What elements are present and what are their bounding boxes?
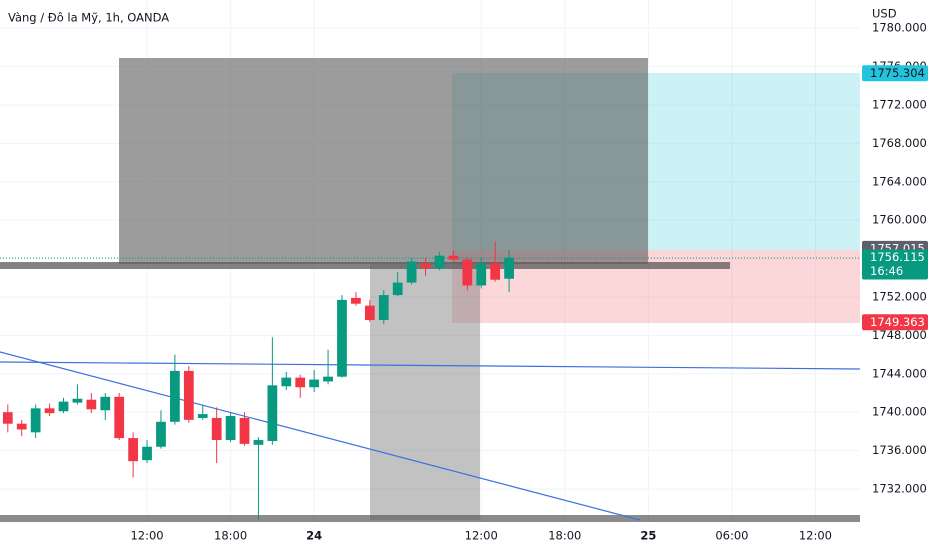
- x-tick-label: 12:00: [799, 529, 832, 543]
- y-tick-label: 1772.000: [872, 98, 927, 112]
- y-tick-label: 1764.000: [872, 174, 927, 188]
- candle-body: [86, 399, 97, 410]
- price-label-box: [862, 249, 928, 280]
- candle-body: [267, 385, 278, 441]
- x-tick-label: 18:00: [214, 529, 247, 543]
- price-label: 1749.363: [870, 315, 925, 329]
- y-tick-label: 1744.000: [872, 366, 927, 380]
- candle-body: [295, 377, 306, 388]
- candle-body: [351, 297, 361, 304]
- candle-body: [156, 421, 166, 447]
- candle-body: [392, 282, 403, 296]
- candle-body: [281, 377, 292, 387]
- y-tick-label: 1768.000: [872, 136, 927, 150]
- candle-body: [364, 305, 375, 321]
- x-tick-label: 06:00: [715, 529, 748, 543]
- candle-body: [30, 408, 41, 433]
- candle-body: [128, 438, 138, 462]
- candle-body: [114, 396, 125, 439]
- x-tick-label: 25: [640, 529, 656, 543]
- candle-body: [197, 414, 208, 418]
- level-bar: [0, 262, 730, 269]
- candles: [2, 241, 514, 520]
- candle-body: [100, 396, 111, 411]
- x-tick-label: 12:00: [130, 529, 163, 543]
- candle-body: [504, 257, 514, 279]
- price-label: 1756.115: [870, 250, 925, 264]
- candle-body: [323, 376, 333, 382]
- y-tick-label: 1748.000: [872, 328, 927, 342]
- candle-body: [239, 417, 250, 444]
- x-tick-label: 24: [306, 529, 322, 543]
- candle-body: [406, 261, 417, 283]
- candle-body: [170, 370, 180, 422]
- candle-body: [337, 299, 347, 377]
- candle-body: [16, 423, 27, 430]
- drawings: [0, 58, 861, 522]
- countdown: 16:46: [870, 264, 903, 278]
- trend-line: [0, 361, 861, 370]
- chart-title: Vàng / Đô la Mỹ, 1h, OANDA: [8, 11, 169, 25]
- candle-body: [211, 417, 222, 441]
- trend-line: [0, 351, 641, 521]
- y-tick-label: 1740.000: [872, 405, 927, 419]
- candle-body: [142, 446, 152, 461]
- candle-body: [462, 259, 473, 286]
- candle-body: [378, 295, 389, 321]
- candle-body: [72, 398, 83, 403]
- candle-body: [490, 263, 501, 280]
- candle-body: [309, 379, 320, 388]
- x-tick-label: 18:00: [548, 529, 581, 543]
- y-tick-label: 1752.000: [872, 289, 927, 303]
- candle-body: [2, 412, 13, 424]
- candle-body: [434, 255, 445, 269]
- candle-body: [225, 416, 236, 441]
- price-label-box: [862, 314, 928, 331]
- currency: USD: [872, 7, 897, 21]
- candle-body: [420, 263, 431, 269]
- zone-box: [119, 58, 648, 264]
- candle-body: [58, 401, 69, 412]
- x-tick-label: 12:00: [465, 529, 498, 543]
- bottom-bar: [0, 515, 860, 522]
- candle-body: [44, 408, 55, 414]
- candle-body: [253, 440, 264, 445]
- candle-body: [183, 370, 194, 420]
- y-tick-label: 1780.000: [872, 21, 927, 35]
- y-tick-label: 1736.000: [872, 443, 927, 457]
- candle-body: [476, 263, 487, 286]
- price-label: 1775.304: [870, 66, 925, 80]
- y-tick-label: 1760.000: [872, 213, 927, 227]
- price-label-box: [862, 65, 928, 82]
- axes: 1732.000 1736.000 1740.000 1744.000 1748.000…: [130, 21, 928, 543]
- y-tick-label: 1732.000: [872, 481, 927, 495]
- candle-body: [448, 255, 459, 260]
